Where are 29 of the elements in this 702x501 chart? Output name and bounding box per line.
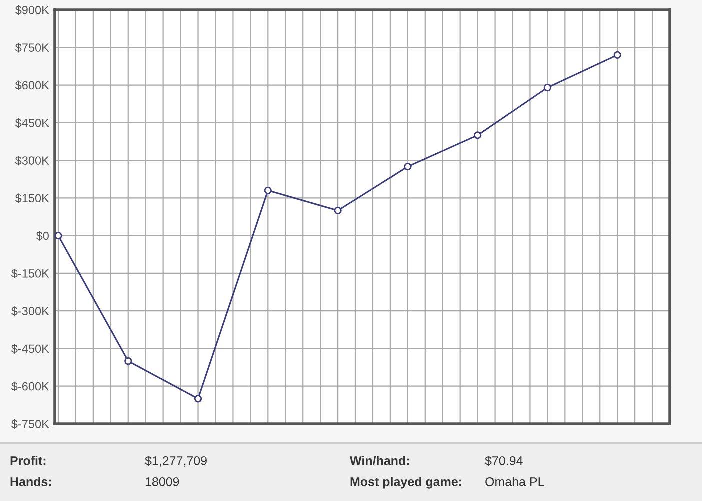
y-tick-label: $750K (15, 43, 50, 53)
y-tick-label: $900K (15, 6, 50, 16)
text: Win/hand: (350, 456, 410, 466)
point (544, 84, 552, 92)
y-tick-label: $-600K (12, 382, 50, 392)
point (404, 163, 412, 171)
point (194, 395, 202, 403)
point (334, 206, 342, 215)
text: $70.94 (485, 456, 523, 466)
y-tick-label: $450K (15, 118, 50, 128)
text: Omaha PL (486, 477, 544, 486)
y-tick-label: $-300K (12, 306, 50, 316)
y-tick-label: $300K (15, 156, 50, 166)
text: Most played game: (350, 477, 462, 489)
y-tick-label: $-750K (12, 420, 50, 430)
text: Profit: (10, 456, 46, 466)
point (55, 232, 62, 240)
y-tick-label: $-450K (12, 344, 50, 354)
point (264, 186, 272, 194)
text: Hands: (10, 477, 52, 486)
text: $1,277,709 (145, 456, 207, 467)
point (614, 51, 622, 59)
point (124, 357, 132, 366)
y-tick-label: $600K (15, 80, 50, 90)
y-tick-label: $150K (15, 194, 50, 204)
y-tick-label: $-150K (12, 268, 50, 279)
text: 18009 (146, 478, 180, 486)
y-tick-label: $0 (36, 231, 49, 241)
point (474, 132, 482, 140)
